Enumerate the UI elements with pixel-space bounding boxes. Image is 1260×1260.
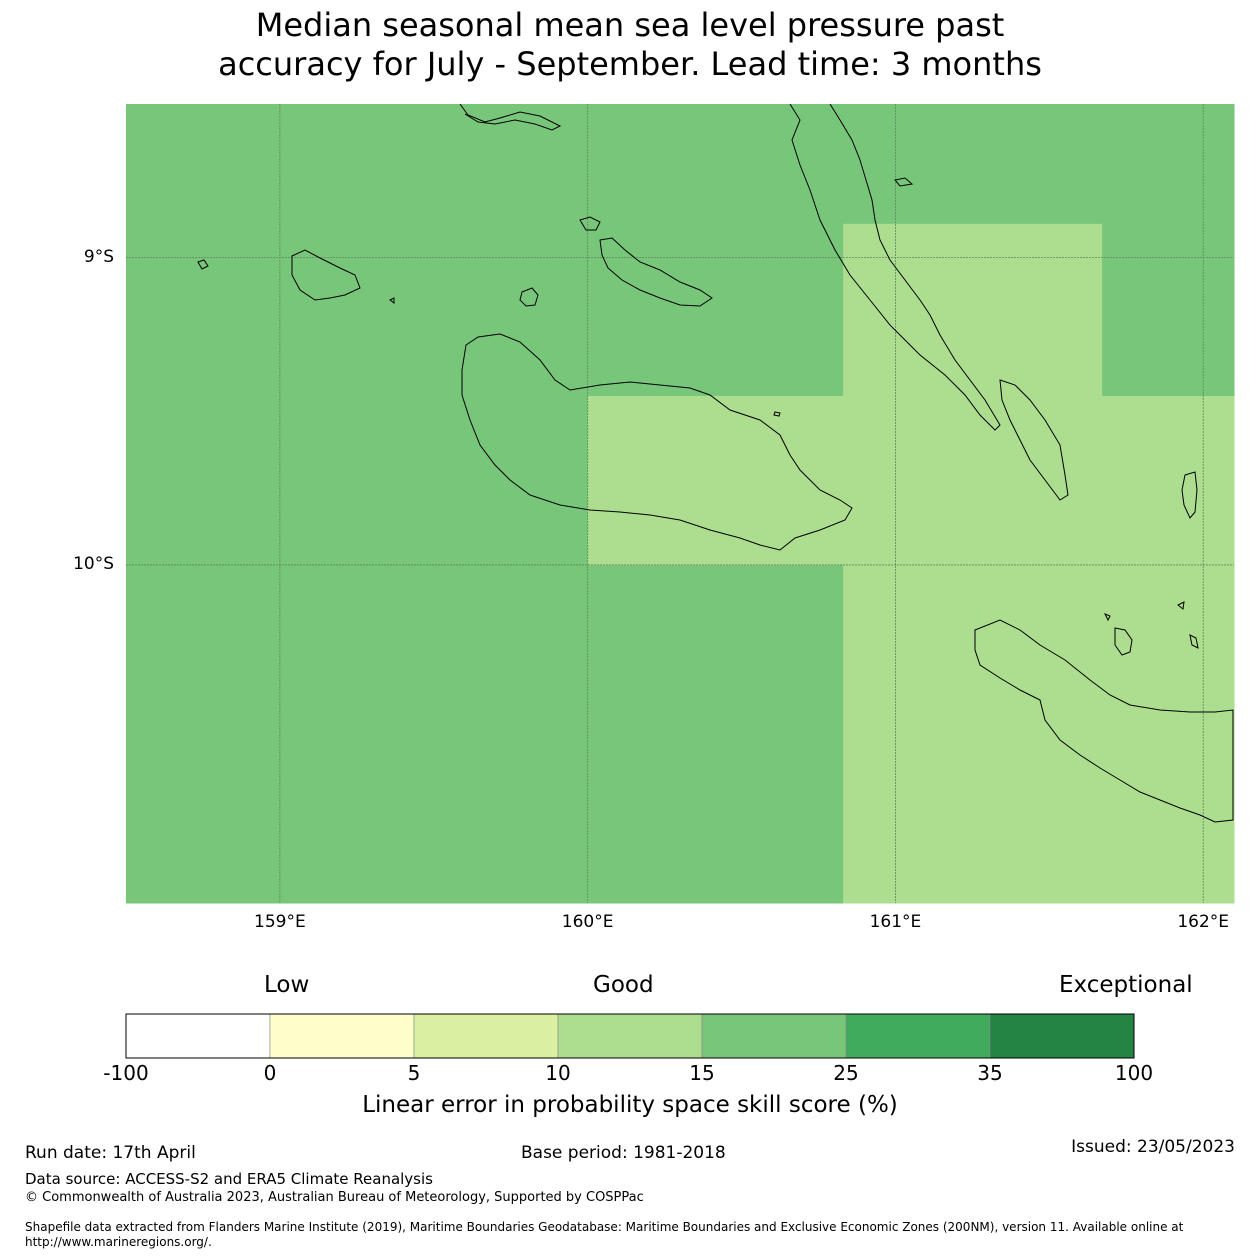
coastline-islet-10 bbox=[1177, 601, 1185, 610]
coastline-islet-5 bbox=[291, 249, 361, 301]
colorbar-tick-label: -100 bbox=[103, 1061, 149, 1085]
coastline-islet-2 bbox=[1181, 471, 1198, 519]
skill-cell-east-upper-block bbox=[1101, 223, 1235, 397]
run-date: Run date: 17th April bbox=[25, 1143, 196, 1163]
coastline-island-west-large bbox=[461, 333, 853, 551]
skill-map bbox=[126, 103, 1235, 904]
shapefile-credit-line-2: http://www.marineregions.org/. bbox=[25, 1235, 212, 1249]
coastline-islet-4 bbox=[599, 237, 713, 307]
map-title: Median seasonal mean sea level pressure … bbox=[0, 6, 1260, 84]
coastline-islet-7 bbox=[579, 216, 601, 231]
skill-cell-middle-band bbox=[587, 395, 1235, 566]
base-period: Base period: 1981-2018 bbox=[521, 1143, 726, 1163]
coastline-islet-1 bbox=[1114, 627, 1133, 656]
legend-category-low: Low bbox=[264, 972, 310, 998]
colorbar-frame bbox=[125, 1013, 1135, 1059]
coastline-islet-8 bbox=[459, 103, 562, 131]
legend-category-good: Good bbox=[593, 972, 654, 998]
colorbar-tick-label: 35 bbox=[977, 1061, 1003, 1085]
colorbar-swatch bbox=[557, 1013, 703, 1059]
colorbar-swatch bbox=[989, 1013, 1135, 1059]
title-line-2: accuracy for July - September. Lead time… bbox=[218, 45, 1042, 83]
coastline-islet-6 bbox=[197, 259, 209, 270]
skill-cell-south-east-block bbox=[843, 564, 1235, 904]
colorbar-tick-label: 10 bbox=[545, 1061, 571, 1085]
skill-cell-north-block bbox=[843, 104, 1235, 225]
colorbar-tick-label: 100 bbox=[1114, 1061, 1154, 1085]
colorbar-tick-label: 15 bbox=[689, 1061, 715, 1085]
colorbar-swatch bbox=[269, 1013, 415, 1059]
lon-tick-label: 161°E bbox=[869, 912, 922, 932]
legend-category-exceptional: Exceptional bbox=[1059, 972, 1193, 998]
coastline-islet-9 bbox=[894, 177, 914, 187]
coastline-islet-3 bbox=[519, 287, 539, 307]
colorbar-swatch bbox=[845, 1013, 991, 1059]
coastline-island-south-east bbox=[974, 619, 1234, 823]
lat-tick-label: 9°S bbox=[83, 246, 114, 267]
colorbar-swatch bbox=[701, 1013, 847, 1059]
colorbar-tick-label: 5 bbox=[407, 1061, 421, 1085]
coastline-islet-11 bbox=[1103, 613, 1111, 622]
coastline-island-north-east bbox=[789, 103, 1001, 431]
colorbar-tick-label: 0 bbox=[263, 1061, 277, 1085]
lon-tick-label: 162°E bbox=[1177, 912, 1230, 932]
colorbar-swatch bbox=[413, 1013, 559, 1059]
coastline-islet-14 bbox=[389, 297, 395, 304]
issued-date: Issued: 23/05/2023 bbox=[1071, 1137, 1235, 1157]
colorbar-swatch bbox=[125, 1013, 271, 1059]
lon-tick-label: 160°E bbox=[561, 912, 614, 932]
title-line-1: Median seasonal mean sea level pressure … bbox=[255, 6, 1005, 44]
copyright: © Commonwealth of Australia 2023, Austra… bbox=[25, 1190, 644, 1205]
lat-tick-label: 10°S bbox=[73, 553, 114, 574]
coastline-island-north-east-2 bbox=[999, 379, 1069, 501]
colorbar-title: Linear error in probability space skill … bbox=[362, 1092, 898, 1118]
skill-cell-central-block bbox=[843, 223, 1103, 397]
coastline-islet-12 bbox=[1189, 634, 1199, 649]
data-source: Data source: ACCESS-S2 and ERA5 Climate … bbox=[25, 1170, 433, 1188]
shapefile-credit-line-1: Shapefile data extracted from Flanders M… bbox=[25, 1220, 1184, 1234]
lon-tick-label: 159°E bbox=[254, 912, 306, 932]
coastline-islet-13 bbox=[773, 411, 781, 417]
colorbar-tick-label: 25 bbox=[833, 1061, 859, 1085]
coastlines bbox=[197, 103, 1234, 823]
